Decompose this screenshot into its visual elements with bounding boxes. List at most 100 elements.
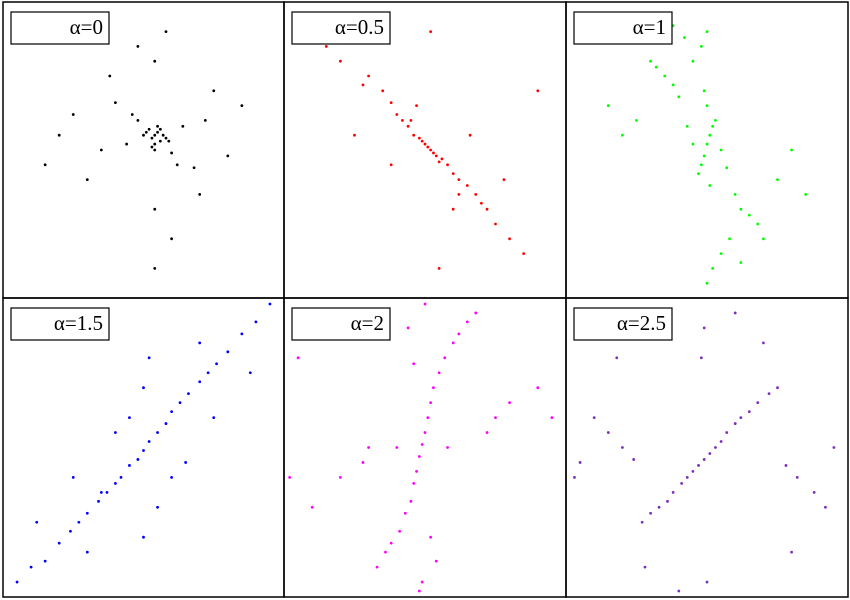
- point: [35, 520, 39, 524]
- point: [170, 410, 174, 414]
- point: [429, 30, 433, 33]
- panel: [288, 302, 554, 593]
- point: [324, 45, 328, 48]
- point: [592, 416, 596, 419]
- point: [142, 133, 145, 137]
- point: [725, 431, 729, 434]
- point: [671, 83, 675, 87]
- point: [420, 580, 424, 584]
- point: [77, 520, 81, 524]
- point: [657, 505, 661, 509]
- point: [654, 65, 658, 69]
- point: [451, 207, 455, 211]
- point: [702, 154, 706, 158]
- point: [705, 281, 709, 285]
- point: [198, 341, 202, 345]
- label-box: [291, 11, 391, 45]
- panel-frame: [283, 297, 567, 598]
- point: [423, 142, 427, 146]
- point: [161, 133, 165, 137]
- point: [99, 490, 103, 494]
- point: [187, 392, 190, 396]
- point: [153, 207, 157, 211]
- point: [671, 490, 675, 494]
- point: [288, 476, 292, 479]
- point: [420, 443, 424, 446]
- point: [409, 499, 413, 503]
- point: [381, 89, 385, 93]
- point: [156, 130, 159, 134]
- point: [114, 101, 117, 105]
- point: [156, 124, 159, 128]
- point: [733, 193, 737, 196]
- point: [711, 124, 715, 128]
- point: [403, 511, 407, 515]
- point: [429, 535, 433, 539]
- point: [226, 154, 230, 158]
- point: [714, 446, 717, 449]
- point: [434, 559, 438, 563]
- point: [164, 136, 168, 140]
- point: [144, 130, 148, 134]
- panel-title: α=2: [351, 311, 384, 335]
- point: [153, 148, 157, 152]
- panel-title: α=1.5: [54, 311, 103, 335]
- point: [184, 461, 188, 464]
- point: [691, 470, 695, 473]
- label-box: [10, 307, 110, 341]
- point: [812, 490, 816, 494]
- point: [153, 267, 157, 270]
- point: [832, 446, 836, 449]
- point: [147, 356, 151, 360]
- point: [719, 440, 723, 443]
- point: [412, 481, 416, 485]
- point: [606, 431, 610, 434]
- point: [389, 101, 393, 105]
- point: [398, 529, 402, 533]
- point: [105, 490, 109, 494]
- point: [756, 222, 760, 226]
- point: [395, 446, 399, 449]
- point: [446, 163, 449, 167]
- point: [429, 148, 433, 152]
- point: [150, 136, 154, 140]
- point: [136, 45, 140, 48]
- point: [29, 565, 33, 569]
- point: [440, 157, 444, 161]
- panel-frame: [2, 1, 285, 299]
- point: [130, 113, 134, 116]
- point: [643, 565, 647, 569]
- point: [728, 237, 731, 241]
- panel-title: α=1: [633, 15, 666, 39]
- point: [739, 261, 743, 264]
- point: [406, 124, 410, 128]
- point: [114, 481, 117, 485]
- point: [108, 74, 112, 78]
- point: [147, 127, 151, 131]
- point: [606, 104, 610, 107]
- point: [747, 213, 751, 217]
- point: [153, 142, 157, 146]
- point: [128, 464, 131, 467]
- point: [15, 580, 19, 584]
- point: [175, 163, 179, 167]
- point: [361, 83, 365, 87]
- panel: [573, 311, 836, 593]
- point: [457, 178, 461, 182]
- point: [125, 142, 129, 146]
- point: [395, 113, 399, 116]
- point: [423, 431, 427, 434]
- point: [153, 133, 157, 137]
- point: [705, 30, 709, 33]
- point: [790, 148, 793, 152]
- point: [446, 446, 449, 449]
- point: [206, 371, 210, 375]
- point: [170, 476, 174, 479]
- point: [339, 59, 342, 63]
- panel-frame: [565, 297, 849, 598]
- point: [178, 401, 182, 405]
- point: [573, 476, 576, 479]
- point: [762, 341, 765, 345]
- point: [708, 452, 712, 455]
- point: [666, 499, 669, 503]
